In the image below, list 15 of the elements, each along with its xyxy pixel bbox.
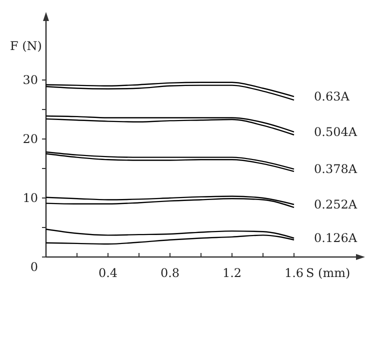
x-tick-label: 1.2: [222, 266, 242, 280]
y-tick-label: 30: [22, 73, 38, 87]
y-tick-label: 10: [22, 191, 38, 205]
y-tick-label: 20: [22, 132, 38, 146]
series-label: 0.504A: [314, 124, 358, 139]
x-tick-label: 0.8: [160, 266, 180, 280]
x-tick-label: 1.6: [284, 266, 304, 280]
series-label: 0.126A: [314, 231, 358, 246]
y-tick-label: 0: [30, 260, 38, 274]
x-tick-label: 0.4: [98, 266, 118, 280]
series-label: 0.378A: [314, 162, 358, 176]
series-label: 0.63A: [314, 90, 350, 104]
x-axis-title: S (mm): [306, 266, 350, 280]
series-label: 0.252A: [314, 197, 358, 212]
y-axis-title: F (N): [10, 39, 42, 53]
